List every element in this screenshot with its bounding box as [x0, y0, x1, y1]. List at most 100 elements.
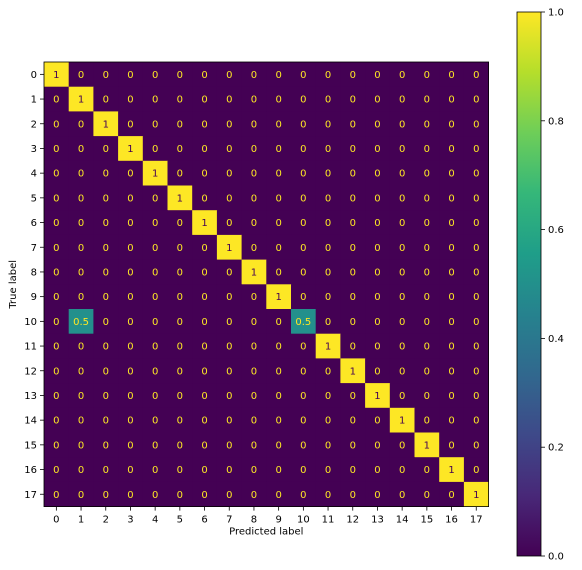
matrix-cell	[463, 432, 489, 458]
matrix-cell	[315, 259, 341, 285]
matrix-cell	[365, 259, 391, 285]
matrix-cell	[118, 407, 144, 433]
cell-value-label: 1	[448, 465, 454, 476]
cell-value-label: 0	[473, 70, 479, 81]
matrix-cell	[266, 457, 292, 483]
matrix-cell	[93, 185, 119, 211]
cell-value-label: 0	[350, 490, 356, 501]
matrix-cell	[241, 457, 267, 483]
cell-value-label: 0	[275, 119, 281, 130]
colorbar	[516, 11, 542, 557]
cell-value-label: 0	[275, 342, 281, 353]
matrix-cell	[315, 407, 341, 433]
matrix-cell	[167, 259, 193, 285]
matrix-cell	[463, 136, 489, 162]
colorbar-axis: 0.0 0.2 0.4 0.6 0.8 1.0	[541, 8, 564, 563]
cell-value-label: 0	[103, 144, 109, 155]
cell-value-label: 0	[325, 95, 331, 106]
matrix-cell	[365, 136, 391, 162]
cell-value-label: 0	[374, 193, 380, 204]
matrix-cell	[241, 481, 267, 507]
matrix-cell	[68, 432, 94, 458]
cell-value-label: 0	[300, 391, 306, 402]
cell-value-label: 0	[374, 218, 380, 229]
matrix-cell	[439, 86, 465, 112]
cell-value-label: 0	[300, 416, 306, 427]
x-tick-label: 0	[53, 515, 59, 526]
y-tick-label: 15	[24, 440, 37, 451]
matrix-cell	[93, 457, 119, 483]
matrix-cell	[439, 358, 465, 384]
cell-value-label: 0	[201, 416, 207, 427]
matrix-cell	[315, 284, 341, 310]
matrix-cell	[389, 457, 415, 483]
matrix-cell	[365, 457, 391, 483]
cell-value-label: 0.5	[295, 317, 311, 328]
colorbar-tick-label: 0.0	[548, 552, 564, 563]
cell-value-label: 0	[78, 267, 84, 278]
matrix-cell	[315, 481, 341, 507]
cell-value-label: 1	[103, 119, 109, 130]
matrix-cell	[93, 309, 119, 335]
y-tick-label: 17	[24, 490, 37, 501]
matrix-cell	[241, 358, 267, 384]
matrix-cell	[365, 62, 391, 88]
matrix-cell	[44, 284, 70, 310]
colorbar-tick-label: 0.2	[548, 443, 564, 454]
matrix-cell	[414, 62, 440, 88]
matrix-cell	[266, 407, 292, 433]
cell-value-label: 0	[300, 366, 306, 377]
cell-value-label: 1	[127, 144, 133, 155]
cell-value-label: 0	[177, 416, 183, 427]
colorbar-tick-label: 0.8	[548, 116, 564, 127]
cell-value-label: 0	[226, 70, 232, 81]
matrix-cell	[340, 457, 366, 483]
cell-value-label: 0	[152, 465, 158, 476]
matrix-cell	[340, 358, 366, 384]
matrix-cell	[241, 86, 267, 112]
matrix-cell	[340, 210, 366, 236]
cell-value-label: 0	[226, 193, 232, 204]
matrix-cell	[365, 309, 391, 335]
matrix-cell	[291, 62, 317, 88]
cell-value-label: 0	[251, 218, 257, 229]
cell-value-label: 0	[350, 144, 356, 155]
cell-value-label: 0	[127, 490, 133, 501]
y-axis-label: True label	[8, 260, 19, 310]
matrix-cell	[68, 185, 94, 211]
cell-value-label: 0	[226, 416, 232, 427]
cell-value-label: 0	[201, 119, 207, 130]
x-axis: 0 1 2 3 4 5 6 7 8 9 10 11 12 13 14 15 16 17	[53, 506, 483, 526]
cell-value-label: 0	[201, 193, 207, 204]
matrix-cell	[365, 86, 391, 112]
matrix-cell	[389, 407, 415, 433]
cell-value-label: 0	[424, 465, 430, 476]
cell-value-label: 0	[53, 243, 59, 254]
cell-value-label: 0	[177, 243, 183, 254]
matrix-cell	[389, 309, 415, 335]
matrix-cell	[142, 481, 168, 507]
cell-value-label: 0	[448, 440, 454, 451]
matrix-cell	[118, 481, 144, 507]
cell-value-label: 0	[103, 243, 109, 254]
matrix-cell	[315, 86, 341, 112]
matrix-cell	[340, 86, 366, 112]
cell-value-label: 0	[201, 144, 207, 155]
cell-value-label: 0	[350, 70, 356, 81]
y-tick-label: 10	[24, 317, 37, 328]
matrix-cell	[340, 309, 366, 335]
cell-value-label: 0	[201, 243, 207, 254]
matrix-cell	[315, 136, 341, 162]
matrix-cell	[414, 136, 440, 162]
cell-value-label: 0	[473, 292, 479, 303]
matrix-cell	[142, 111, 168, 137]
cell-value-label: 0	[177, 366, 183, 377]
cell-value-label: 1	[399, 416, 405, 427]
cell-value-label: 0	[448, 144, 454, 155]
matrix-cell	[167, 210, 193, 236]
matrix-cell	[118, 358, 144, 384]
x-tick-label: 17	[470, 515, 483, 526]
matrix-cell	[315, 333, 341, 359]
matrix-cell	[439, 407, 465, 433]
matrix-cell	[439, 432, 465, 458]
